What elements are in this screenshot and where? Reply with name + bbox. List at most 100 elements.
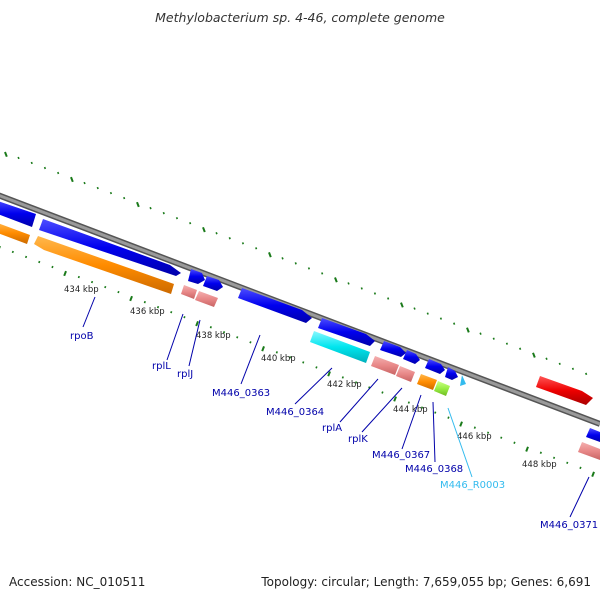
gene-label-M446_0364[interactable]: M446_0364 xyxy=(266,407,324,418)
minor-tick xyxy=(209,326,212,329)
gene-cds[interactable] xyxy=(34,236,174,294)
minor-tick xyxy=(255,247,258,250)
major-tick xyxy=(70,176,74,183)
gene-cds[interactable] xyxy=(403,350,420,364)
minor-tick xyxy=(321,272,324,275)
minor-tick xyxy=(479,332,482,335)
gene-trna[interactable] xyxy=(396,366,415,382)
minor-tick xyxy=(143,300,146,304)
minor-tick xyxy=(183,316,186,319)
major-tick xyxy=(334,277,338,283)
minor-tick xyxy=(579,466,582,470)
gene-trna[interactable] xyxy=(578,442,600,460)
gene-label-M446_0367[interactable]: M446_0367 xyxy=(372,450,430,461)
gene-label-M446_R0003[interactable]: M446_R0003 xyxy=(440,480,505,491)
gene-label-rpoB[interactable]: rpoB xyxy=(70,331,94,342)
gene-cds[interactable] xyxy=(39,219,181,276)
gene-rrna[interactable] xyxy=(310,331,370,363)
minor-tick xyxy=(307,267,311,270)
minor-tick xyxy=(30,161,33,165)
minor-tick xyxy=(249,341,252,344)
major-tick xyxy=(195,320,199,327)
gene-cds[interactable] xyxy=(380,341,406,357)
minor-tick xyxy=(123,196,126,200)
map-title: Methylobacterium sp. 4-46, complete geno… xyxy=(155,10,445,25)
minor-tick xyxy=(439,317,443,320)
minor-tick xyxy=(315,366,318,369)
gene-label-rplA[interactable]: rplA xyxy=(322,423,342,434)
gene-cds[interactable] xyxy=(318,318,375,346)
forward-strand-genes xyxy=(0,200,600,442)
minor-tick xyxy=(17,156,20,160)
gene-cds[interactable] xyxy=(203,276,223,291)
minor-tick xyxy=(486,431,490,434)
minor-tick xyxy=(215,232,218,235)
minor-tick xyxy=(11,250,14,254)
gene-rna-arrow[interactable] xyxy=(460,375,466,386)
minor-tick xyxy=(360,287,363,290)
minor-tick xyxy=(571,367,575,370)
minor-tick xyxy=(83,181,86,185)
gene-cds[interactable] xyxy=(445,367,458,380)
major-tick xyxy=(327,371,331,377)
minor-tick xyxy=(43,166,47,170)
gene-cds[interactable] xyxy=(425,359,445,374)
scale-label: 442 kbp xyxy=(327,380,362,390)
gene-label-M446_0371[interactable]: M446_0371 xyxy=(540,520,598,531)
gene-cds[interactable] xyxy=(0,200,36,227)
minor-tick xyxy=(387,297,390,300)
minor-tick xyxy=(341,376,344,379)
gene-cds[interactable] xyxy=(188,269,205,284)
minor-tick xyxy=(566,461,569,464)
minor-tick xyxy=(492,337,495,340)
major-tick xyxy=(459,421,463,427)
minor-tick xyxy=(104,285,107,289)
gene-cds[interactable] xyxy=(586,428,600,442)
minor-tick xyxy=(381,391,384,394)
gene-cds[interactable] xyxy=(0,222,30,244)
major-tick xyxy=(4,151,8,158)
minor-tick xyxy=(117,290,120,294)
minor-tick xyxy=(585,372,588,376)
gene-cds[interactable] xyxy=(417,374,437,390)
gene-label-rplJ[interactable]: rplJ xyxy=(177,369,193,380)
gene-label-rplL[interactable]: rplL xyxy=(152,361,171,372)
minor-tick xyxy=(38,260,41,264)
major-tick xyxy=(466,327,470,333)
minor-tick xyxy=(373,292,377,295)
scale-label: 434 kbp xyxy=(64,285,99,295)
reverse-strand-genes xyxy=(0,222,600,460)
inner-tick-ring xyxy=(0,246,595,477)
gene-cds-red[interactable] xyxy=(536,376,593,405)
scale-label: 446 kbp xyxy=(457,432,492,442)
minor-tick xyxy=(413,307,416,310)
outer-tick-ring xyxy=(4,151,588,376)
gene-cds[interactable] xyxy=(238,288,312,323)
major-tick xyxy=(63,270,67,277)
major-tick xyxy=(202,226,206,233)
minor-tick xyxy=(189,222,192,225)
minor-tick xyxy=(96,186,99,190)
gene-label-rplK[interactable]: rplK xyxy=(348,434,368,445)
genome-summary-text: Topology: circular; Length: 7,659,055 bp… xyxy=(261,575,591,589)
minor-tick xyxy=(288,356,292,359)
minor-tick xyxy=(275,351,278,354)
minor-tick xyxy=(51,265,54,269)
scale-label: 448 kbp xyxy=(522,460,557,470)
minor-tick xyxy=(162,211,165,215)
gene-trna[interactable] xyxy=(181,285,197,299)
gene-trna[interactable] xyxy=(371,356,399,375)
gene-label-M446_0368[interactable]: M446_0368 xyxy=(405,464,463,475)
minor-tick xyxy=(545,357,548,360)
minor-tick xyxy=(420,406,424,409)
scale-label: 436 kbp xyxy=(130,307,165,317)
minor-tick xyxy=(57,171,60,175)
scale-labels: 434 kbp 436 kbp 438 kbp 440 kbp 442 kbp … xyxy=(64,285,557,470)
gene-trna[interactable] xyxy=(195,291,218,307)
gene-other[interactable] xyxy=(434,381,450,396)
minor-tick xyxy=(354,381,358,384)
gene-label-M446_0363[interactable]: M446_0363 xyxy=(212,388,270,399)
scale-label: 438 kbp xyxy=(196,331,231,341)
minor-tick xyxy=(175,217,179,220)
minor-tick xyxy=(513,441,516,444)
